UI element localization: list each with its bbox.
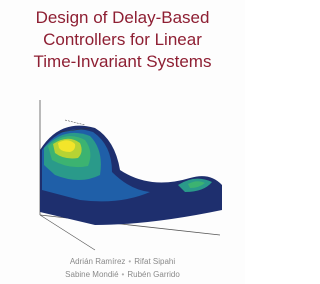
author-line: Sabine Mondié •Rubén Garrido xyxy=(0,270,245,279)
cover-figure xyxy=(0,0,245,284)
annotation-line xyxy=(65,120,85,125)
book-cover: Design of Delay-Based Controllers for Li… xyxy=(0,0,245,284)
separator: • xyxy=(128,257,131,266)
author-line: Adrián Ramírez•Rifat Sipahi xyxy=(0,257,245,266)
author: Sabine Mondié xyxy=(65,270,118,279)
separator: • xyxy=(122,270,125,279)
author: Rifat Sipahi xyxy=(134,257,175,266)
author: Rubén Garrido xyxy=(127,270,179,279)
author: Adrián Ramírez xyxy=(70,257,126,266)
